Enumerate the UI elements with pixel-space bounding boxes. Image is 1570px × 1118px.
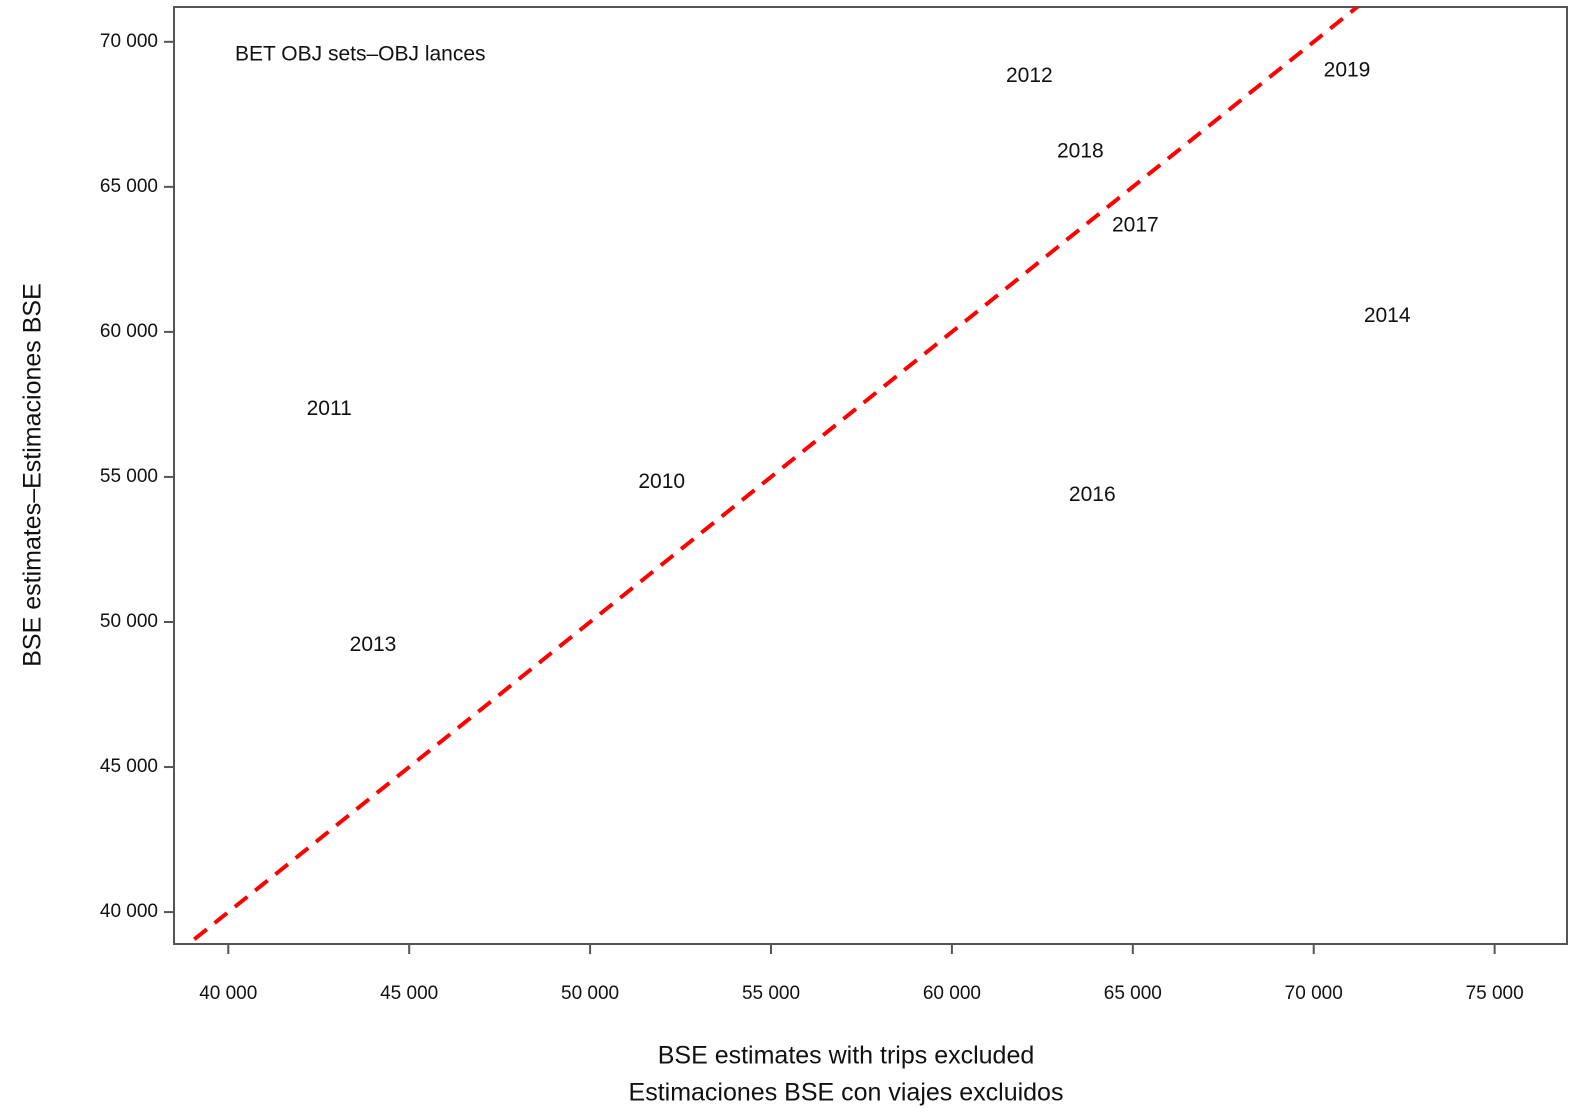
x-tick-label: 75 000 — [1466, 983, 1524, 1004]
point-label: 2019 — [1324, 58, 1371, 81]
point-label: 2011 — [307, 397, 352, 420]
x-tick-label: 40 000 — [199, 983, 257, 1004]
x-tick-label: 50 000 — [561, 983, 619, 1004]
x-tick-label: 65 000 — [1104, 983, 1162, 1004]
x-axis-label: BSE estimates with trips excluded — [658, 1042, 1035, 1070]
y-tick-label: 70 000 — [100, 31, 158, 52]
x-tick-label: 45 000 — [380, 983, 438, 1004]
annotation: BET OBJ sets–OBJ lances — [235, 43, 486, 66]
point-label: 2010 — [638, 470, 685, 493]
y-tick-label: 50 000 — [100, 611, 158, 632]
y-tick-label: 65 000 — [100, 176, 158, 197]
x-tick-label: 55 000 — [742, 983, 800, 1004]
point-label: 2014 — [1364, 304, 1411, 327]
x-tick-label: 60 000 — [923, 983, 981, 1004]
x-axis-label: Estimaciones BSE con viajes excluidos — [629, 1079, 1064, 1107]
point-label: 2017 — [1112, 213, 1159, 236]
y-tick-label: 45 000 — [100, 756, 158, 777]
plot-frame — [173, 6, 1568, 945]
point-label: 2016 — [1069, 483, 1116, 506]
point-label: 2012 — [1006, 64, 1053, 87]
y-tick-label: 40 000 — [100, 901, 158, 922]
y-axis-label: BSE estimates–Estimaciones BSE — [19, 283, 47, 667]
point-label: 2018 — [1057, 139, 1104, 162]
y-tick-label: 55 000 — [100, 466, 158, 487]
y-tick-label: 60 000 — [100, 321, 158, 342]
reference-line — [185, 7, 1361, 944]
point-label: 2013 — [350, 633, 397, 656]
x-tick-label: 70 000 — [1285, 983, 1343, 1004]
